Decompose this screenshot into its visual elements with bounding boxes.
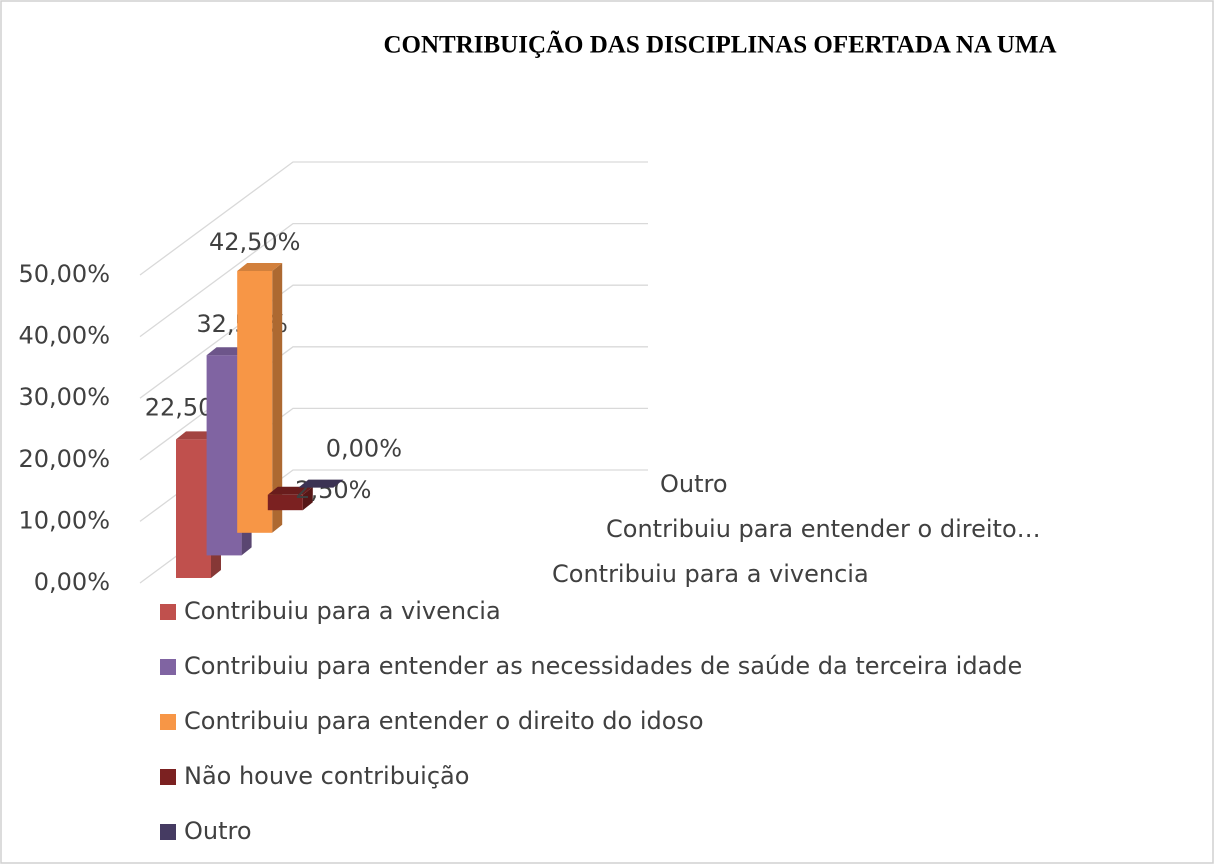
grid-line bbox=[139, 346, 648, 461]
chart-title: CONTRIBUIÇÃO DAS DISCIPLINAS OFERTADA NA… bbox=[383, 31, 1056, 59]
bar-top bbox=[237, 263, 283, 271]
grid-line bbox=[139, 161, 648, 276]
y-tick-label: 0,00% bbox=[34, 568, 110, 596]
data-label: 42,50% bbox=[209, 228, 301, 256]
depth-label: Contribuiu para a vivencia bbox=[552, 560, 869, 588]
grid-line bbox=[139, 222, 648, 338]
bar bbox=[237, 271, 273, 533]
legend-swatch bbox=[160, 714, 176, 730]
legend-swatch bbox=[160, 824, 176, 840]
legend-label: Não houve contribuição bbox=[184, 762, 469, 790]
legend-label: Outro bbox=[184, 817, 252, 845]
bar-top bbox=[267, 486, 313, 495]
bar-top bbox=[298, 479, 344, 488]
y-tick-label: 20,00% bbox=[18, 445, 110, 473]
y-tick-label: 50,00% bbox=[18, 260, 110, 288]
legend-label: Contribuiu para a vivencia bbox=[184, 597, 501, 625]
bar-side bbox=[302, 486, 313, 511]
legend-swatch bbox=[160, 659, 176, 675]
bar-side bbox=[272, 263, 283, 533]
bar bbox=[206, 355, 242, 556]
grid-line bbox=[139, 284, 648, 399]
depth-label: Outro bbox=[660, 470, 728, 498]
legend-swatch bbox=[160, 604, 176, 620]
y-tick-label: 30,00% bbox=[18, 383, 110, 411]
data-label: 0,00% bbox=[326, 435, 402, 463]
bar bbox=[176, 439, 211, 578]
legend-label: Contribuiu para entender o direito do id… bbox=[184, 707, 704, 735]
legend-swatch bbox=[160, 769, 176, 785]
y-tick-label: 40,00% bbox=[18, 322, 110, 350]
bar bbox=[267, 494, 303, 511]
y-tick-label: 10,00% bbox=[18, 506, 110, 534]
legend-label: Contribuiu para entender as necessidades… bbox=[184, 652, 1022, 680]
depth-label: Contribuiu para entender o direito… bbox=[606, 515, 1041, 543]
